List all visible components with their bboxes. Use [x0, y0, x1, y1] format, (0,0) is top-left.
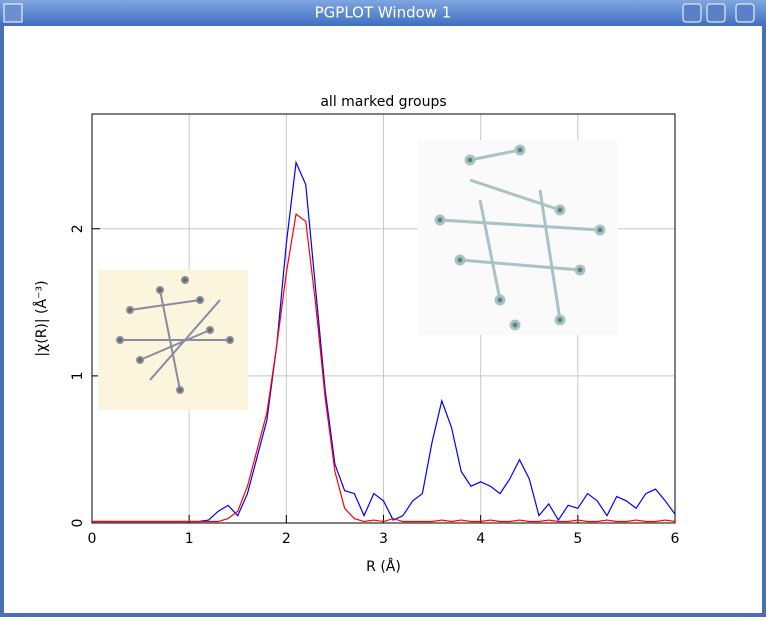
- x-tick-label: 5: [573, 531, 582, 547]
- cluster-image: [98, 270, 248, 410]
- x-tick-label: 2: [282, 531, 291, 547]
- y-tick-label: 2: [70, 224, 86, 233]
- plot: 0 1 2 3 4 5 6 0 1 2 all marked groups R (Å) |χ(R)| (…: [33, 94, 680, 575]
- y-axis-label: |χ(R)| (Å⁻³): [33, 280, 50, 356]
- minimize-button[interactable]: [682, 3, 702, 23]
- y-tick-label: 0: [70, 519, 86, 528]
- x-tick-label: 0: [88, 531, 97, 547]
- window-icon[interactable]: [3, 3, 23, 23]
- close-button[interactable]: [735, 3, 755, 23]
- x-tick-label: 1: [185, 531, 194, 547]
- title-bar: [0, 0, 766, 26]
- crystal-image: [418, 140, 618, 335]
- data-line: [92, 212, 676, 523]
- plot-frame: [91, 113, 676, 524]
- y-tick-label: 1: [70, 371, 86, 380]
- x-axis-label: R (Å): [366, 558, 401, 575]
- maximize-button[interactable]: [706, 3, 726, 23]
- window-title: PGPLOT Window 1: [315, 4, 452, 22]
- x-tick-label: 3: [379, 531, 388, 547]
- x-tick-label: 6: [671, 531, 680, 547]
- x-tick-label: 4: [476, 531, 485, 547]
- chart-title: all marked groups: [320, 94, 446, 110]
